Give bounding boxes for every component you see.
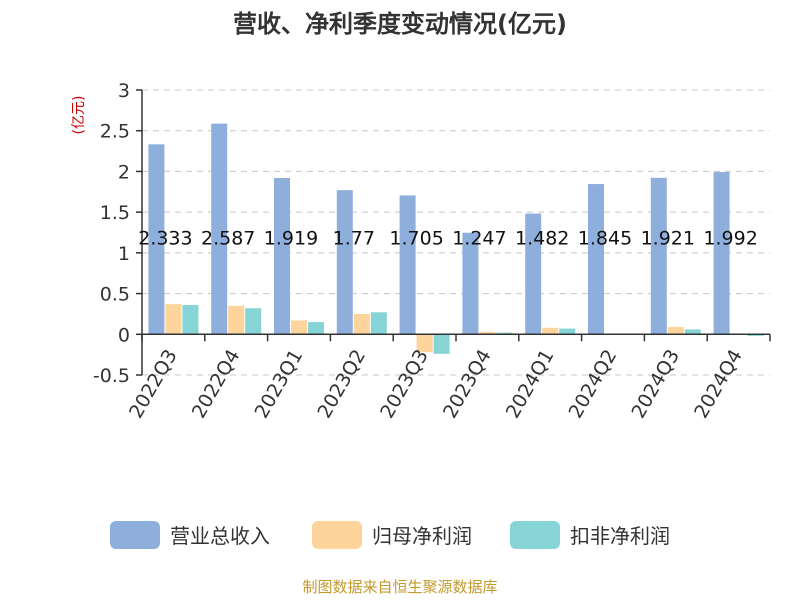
y-tick-label: 3 [118, 80, 130, 102]
x-tick-labels: 2022Q3 2022Q4 2023Q1 2023Q2 2023Q3 2023Q4 2024… [125, 346, 747, 422]
x-tick-label: 2023Q2 [313, 346, 370, 422]
legend-item-0: 营业总收入 [110, 521, 270, 549]
x-tick-label: 2022Q4 [188, 346, 245, 422]
data-label: 1.992 [703, 228, 757, 250]
bar-2023Q3-s2 [433, 334, 450, 354]
data-label: 2.587 [201, 228, 255, 250]
x-tick-label: 2024Q2 [565, 346, 622, 422]
x-tick-label: 2023Q4 [439, 346, 496, 422]
x-tick-label: 2023Q3 [376, 346, 433, 422]
bar-2022Q3-s2 [182, 304, 199, 335]
data-label: 1.921 [641, 228, 695, 250]
y-tick-label: 1 [118, 243, 130, 265]
data-label: 1.482 [515, 228, 569, 250]
y-tick-label: -0.5 [93, 365, 130, 387]
bar-2023Q1-s1 [291, 320, 307, 335]
legend-swatch [312, 521, 362, 549]
legend-swatch [110, 521, 160, 549]
legend-item-2: 扣非净利润 [510, 521, 670, 549]
data-label: 1.845 [578, 228, 632, 250]
y-axis-unit: (亿元) [71, 96, 87, 135]
bar-2024Q4-s0 [713, 172, 730, 335]
y-tick-labels: 3 2.5 2 1.5 1 0.5 0 -0.5 [93, 80, 130, 387]
bar-2024Q2-s0 [588, 184, 604, 335]
bar-2023Q2-s2 [370, 312, 387, 335]
y-tick-label: 2.5 [100, 121, 130, 143]
data-label: 2.333 [138, 228, 192, 250]
x-tick-label: 2023Q1 [251, 346, 308, 422]
x-tick-label: 2024Q4 [690, 346, 747, 422]
bar-2024Q1-s0 [525, 213, 542, 335]
legend-swatch [510, 521, 560, 549]
legend-label: 归母净利润 [372, 524, 472, 548]
bar-2023Q2-s1 [353, 313, 370, 335]
bar-2023Q1-s2 [308, 322, 324, 335]
x-tick-label: 2024Q3 [627, 346, 684, 422]
bar-2024Q3-s0 [650, 177, 667, 335]
x-tick-label: 2024Q1 [502, 346, 559, 422]
x-tick-label: 2022Q3 [125, 346, 182, 422]
data-label: 1.919 [264, 228, 318, 250]
axes [136, 89, 771, 376]
bar-2023Q4-s2 [496, 332, 513, 335]
data-label: 1.247 [452, 228, 506, 250]
source-note: 制图数据来自恒生聚源数据库 [302, 578, 497, 596]
y-tick-label: 2 [118, 161, 130, 183]
legend-label: 扣非净利润 [570, 524, 670, 548]
bar-2024Q3-s1 [667, 326, 684, 335]
bar-2024Q3-s2 [684, 329, 701, 335]
bar-2023Q4-s0 [462, 232, 479, 335]
y-tick-label: 0 [118, 324, 130, 346]
y-tick-label: 1.5 [100, 202, 130, 224]
bar-2023Q4-s1 [479, 331, 496, 335]
bar-2023Q3-s1 [416, 334, 433, 353]
data-label: 1.77 [333, 228, 375, 250]
data-label: 1.705 [389, 228, 443, 250]
bars [148, 123, 764, 354]
bar-2022Q3-s1 [165, 304, 182, 335]
bar-2023Q3-s0 [399, 195, 416, 335]
legend-label: 营业总收入 [170, 524, 270, 548]
legend: 营业总收入 归母净利润 扣非净利润 [110, 521, 670, 549]
data-labels: 2.333 2.587 1.919 1.77 1.705 1.247 1.482 1.845 1… [138, 228, 758, 250]
bar-2022Q4-s0 [211, 123, 228, 335]
chart-title: 营收、净利季度变动情况(亿元) [233, 10, 567, 38]
bar-2024Q1-s1 [542, 327, 559, 335]
bar-2022Q4-s2 [245, 308, 262, 335]
bar-2024Q1-s2 [559, 328, 576, 335]
bar-2023Q1-s0 [274, 178, 290, 335]
bar-2022Q4-s1 [228, 305, 245, 335]
legend-item-1: 归母净利润 [312, 521, 472, 549]
y-tick-label: 0.5 [100, 284, 130, 306]
bar-2024Q4-s2 [747, 334, 764, 336]
bar-2022Q3-s0 [148, 144, 165, 335]
bar-2023Q2-s0 [336, 190, 353, 335]
